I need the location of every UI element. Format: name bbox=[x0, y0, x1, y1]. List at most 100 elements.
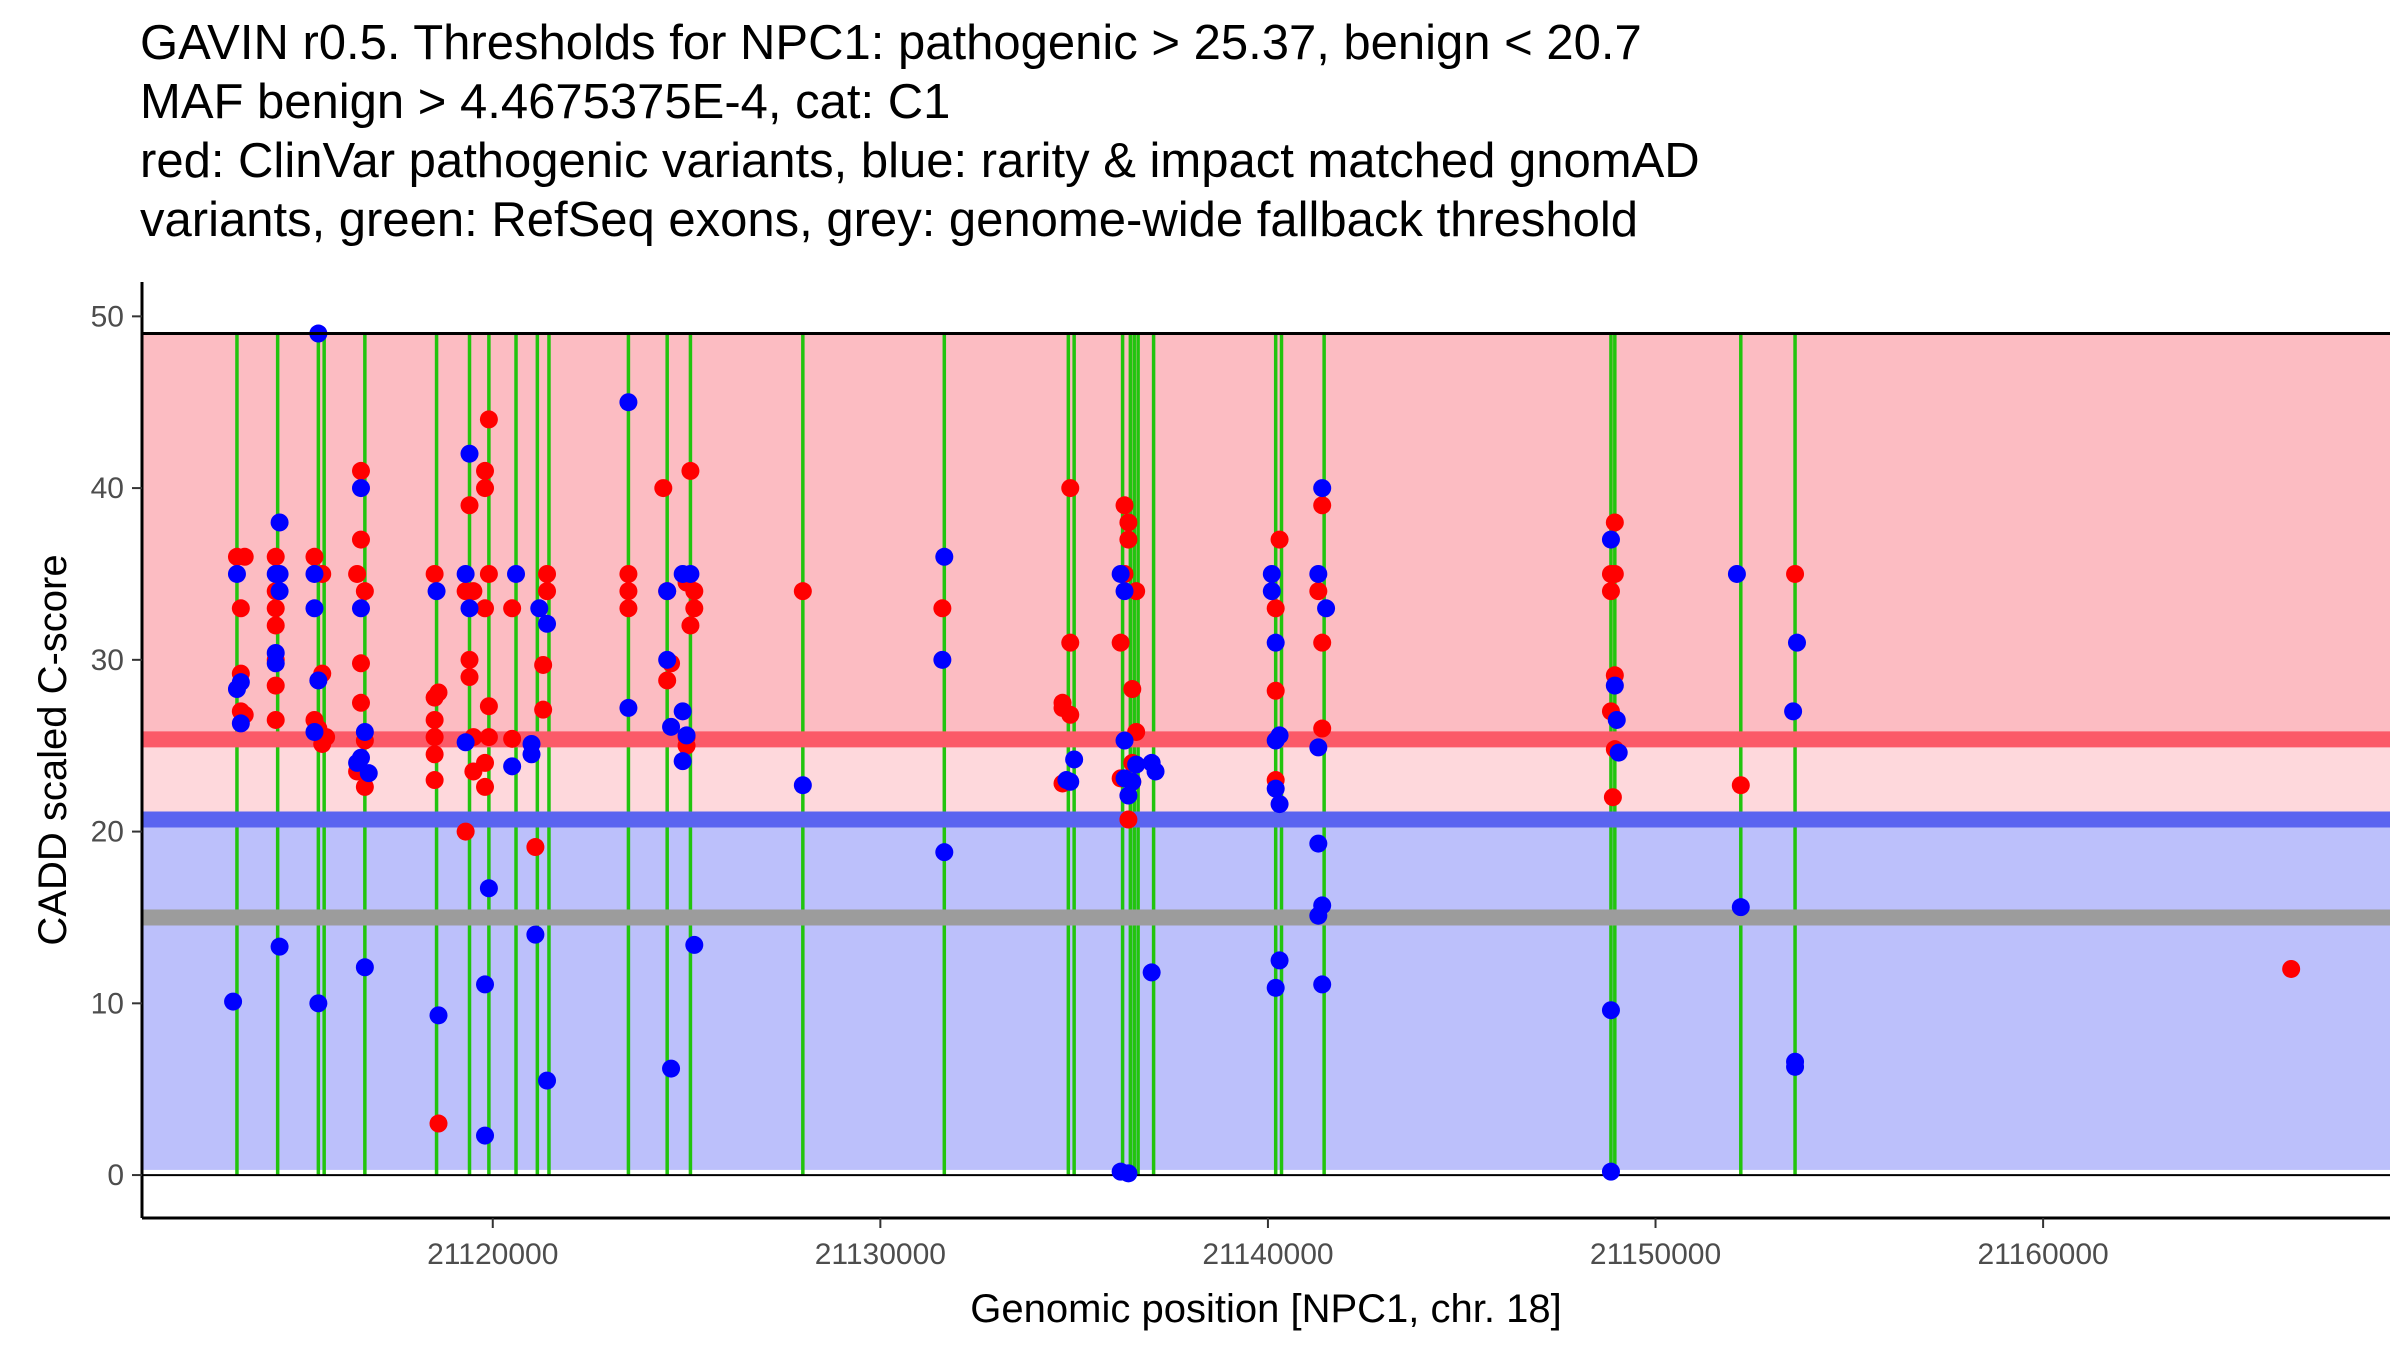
clinvar-point bbox=[654, 479, 673, 498]
clinvar-point bbox=[425, 771, 444, 790]
clinvar-point bbox=[681, 616, 700, 635]
clinvar-point bbox=[1119, 810, 1138, 829]
axes: 0 10 20 30 40 50 21120000 21130000 21140000 21150… bbox=[91, 282, 2390, 1271]
clinvar-point bbox=[266, 547, 285, 566]
clinvar-point bbox=[355, 777, 374, 796]
gnomad-point bbox=[231, 714, 250, 733]
clinvar-point bbox=[351, 654, 370, 673]
clinvar-point bbox=[1119, 513, 1138, 532]
clinvar-point bbox=[355, 582, 374, 601]
gnomad-point bbox=[662, 717, 681, 736]
clinvar-point bbox=[685, 599, 704, 618]
gnomad-point bbox=[1123, 772, 1142, 791]
gnomad-point bbox=[1266, 978, 1285, 997]
clinvar-point bbox=[1309, 582, 1328, 601]
gnomad-point bbox=[305, 599, 324, 618]
gnomad-point bbox=[1270, 726, 1289, 745]
gnomad-point bbox=[1609, 743, 1628, 762]
clinvar-point bbox=[1061, 633, 1080, 652]
gnomad-point bbox=[685, 935, 704, 954]
clinvar-point bbox=[685, 582, 704, 601]
clinvar-point bbox=[425, 728, 444, 747]
clinvar-point bbox=[231, 599, 250, 618]
gnomad-point bbox=[526, 925, 545, 944]
clinvar-point bbox=[460, 668, 479, 687]
gnomad-point bbox=[355, 958, 374, 977]
x-tick-label: 21120000 bbox=[427, 1238, 558, 1271]
clinvar-point bbox=[619, 599, 638, 618]
gnomad-point bbox=[348, 753, 367, 772]
clinvar-point bbox=[456, 822, 475, 841]
gnomad-point bbox=[429, 1006, 448, 1025]
gnomad-point bbox=[460, 599, 479, 618]
gnomad-point bbox=[270, 513, 289, 532]
gnomad-point bbox=[793, 776, 812, 795]
clinvar-point bbox=[235, 547, 254, 566]
zone-grey bbox=[142, 739, 2390, 820]
title-line-2: MAF benign > 4.4675375E-4, cat: C1 bbox=[140, 75, 951, 129]
gnomad-point bbox=[1266, 779, 1285, 798]
clinvar-point bbox=[534, 655, 553, 674]
clinvar-point bbox=[429, 1114, 448, 1133]
gnomad-point bbox=[1727, 564, 1746, 583]
clinvar-point bbox=[1731, 776, 1750, 795]
gnomad-point bbox=[1309, 906, 1328, 925]
y-tick-label: 10 bbox=[91, 987, 124, 1020]
gnomad-point bbox=[681, 564, 700, 583]
gnomad-point bbox=[1111, 564, 1130, 583]
gnomad-point bbox=[619, 393, 638, 412]
title-line-1: GAVIN r0.5. Thresholds for NPC1: pathoge… bbox=[140, 16, 1642, 70]
clinvar-point bbox=[619, 582, 638, 601]
gnomad-point bbox=[1787, 633, 1806, 652]
clinvar-point bbox=[305, 547, 324, 566]
gnomad-point bbox=[460, 444, 479, 463]
gnomad-point bbox=[1309, 564, 1328, 583]
clinvar-point bbox=[793, 582, 812, 601]
gnomad-point bbox=[270, 582, 289, 601]
clinvar-point bbox=[425, 564, 444, 583]
clinvar-point bbox=[476, 777, 495, 796]
gnomad-point bbox=[309, 671, 328, 690]
gnomad-point bbox=[1065, 750, 1084, 769]
clinvar-point bbox=[476, 599, 495, 618]
clinvar-point bbox=[1123, 680, 1142, 699]
clinvar-point bbox=[1313, 496, 1332, 515]
clinvar-point bbox=[348, 564, 367, 583]
gnomad-point bbox=[1313, 479, 1332, 498]
gnomad-point bbox=[1061, 772, 1080, 791]
gnomad-point bbox=[1266, 633, 1285, 652]
chart-title: GAVIN r0.5. Thresholds for NPC1: pathoge… bbox=[140, 14, 1700, 250]
x-axis-title: Genomic position [NPC1, chr. 18] bbox=[970, 1287, 1561, 1331]
clinvar-point bbox=[1603, 788, 1622, 807]
clinvar-point bbox=[619, 564, 638, 583]
gnomad-point bbox=[1605, 676, 1624, 695]
clinvar-point bbox=[425, 710, 444, 729]
gnomad-point bbox=[673, 702, 692, 721]
clinvar-point bbox=[351, 693, 370, 712]
clinvar-point bbox=[429, 683, 448, 702]
x-tick-label: 21140000 bbox=[1202, 1238, 1333, 1271]
clinvar-point bbox=[503, 729, 522, 748]
clinvar-point bbox=[476, 753, 495, 772]
gnomad-point bbox=[1601, 1001, 1620, 1020]
x-tick-label: 21130000 bbox=[815, 1238, 946, 1271]
gnomad-point bbox=[538, 1071, 557, 1090]
gnomad-point bbox=[456, 733, 475, 752]
gnomad-point bbox=[266, 654, 285, 673]
gnomad-point bbox=[270, 564, 289, 583]
clinvar-point bbox=[1270, 530, 1289, 549]
gnomad-point bbox=[1309, 834, 1328, 853]
gnomad-point bbox=[476, 1126, 495, 1145]
gnomad-point bbox=[935, 843, 954, 862]
gnomad-point bbox=[351, 479, 370, 498]
variant-points bbox=[224, 324, 2301, 1183]
clinvar-point bbox=[425, 745, 444, 764]
gnomad-point bbox=[1270, 795, 1289, 814]
gnomad-point bbox=[270, 937, 289, 956]
clinvar-point bbox=[1313, 719, 1332, 738]
clinvar-point bbox=[1786, 564, 1805, 583]
gnomad-point bbox=[355, 722, 374, 741]
gnomad-point bbox=[530, 599, 549, 618]
zone-pathogenic bbox=[142, 333, 2390, 740]
